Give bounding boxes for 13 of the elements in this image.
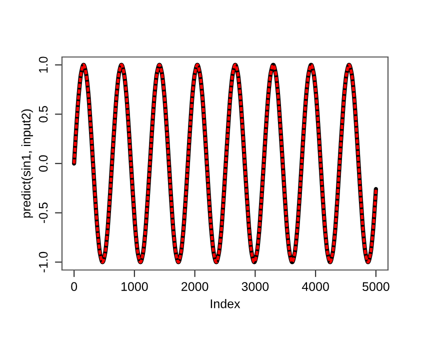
y-tick-label: 1.0 xyxy=(38,56,48,73)
y-tick-label: 0.0 xyxy=(38,155,48,172)
x-axis-title: Index xyxy=(210,299,240,308)
x-tick-label: 4000 xyxy=(302,282,329,291)
x-tick-label: 1000 xyxy=(121,282,148,291)
y-tick-label: 0.5 xyxy=(38,106,48,122)
y-axis-title: predict(sin1, input2) xyxy=(21,109,33,218)
y-tick-label: -1.0 xyxy=(38,252,48,272)
x-tick-label: 5000 xyxy=(362,282,390,291)
y-tick-label: -0.5 xyxy=(38,202,48,224)
x-tick-label: 2000 xyxy=(182,282,208,291)
x-tick-label: 0 xyxy=(71,282,78,291)
x-tick-label: 3000 xyxy=(242,282,269,291)
